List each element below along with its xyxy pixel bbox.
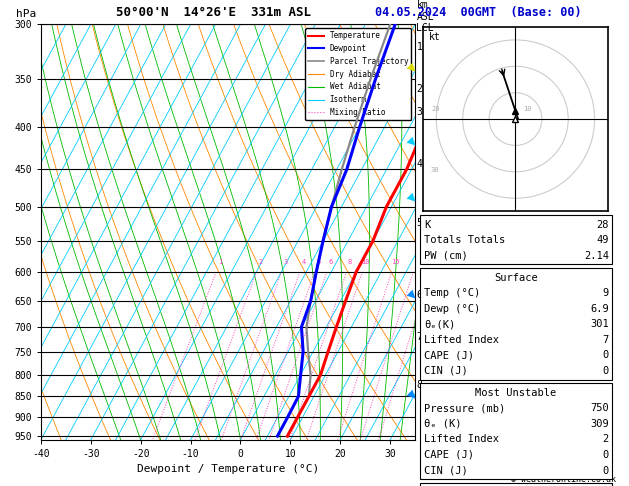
Text: 50°00'N  14°26'E  331m ASL: 50°00'N 14°26'E 331m ASL	[116, 6, 311, 18]
Text: Lifted Index: Lifted Index	[424, 335, 499, 345]
Text: 6.9: 6.9	[590, 304, 609, 313]
Text: 2: 2	[416, 85, 422, 94]
Text: 8: 8	[416, 380, 422, 390]
Text: 2.14: 2.14	[584, 251, 609, 260]
Text: hPa: hPa	[16, 9, 36, 19]
Text: CIN (J): CIN (J)	[424, 366, 468, 376]
Text: 10: 10	[362, 259, 370, 265]
Text: kt: kt	[428, 32, 440, 42]
Text: 0: 0	[603, 350, 609, 360]
Text: 309: 309	[590, 419, 609, 429]
Text: 750: 750	[590, 403, 609, 413]
Text: 4: 4	[416, 158, 422, 169]
Text: 5: 5	[316, 259, 320, 265]
Text: 20: 20	[431, 106, 440, 112]
Text: CIN (J): CIN (J)	[424, 466, 468, 475]
Text: Surface: Surface	[494, 273, 538, 282]
Text: 7: 7	[603, 335, 609, 345]
Legend: Temperature, Dewpoint, Parcel Trajectory, Dry Adiabat, Wet Adiabat, Isotherm, Mi: Temperature, Dewpoint, Parcel Trajectory…	[305, 28, 411, 120]
Text: LCL: LCL	[416, 23, 434, 33]
Text: 30: 30	[431, 167, 440, 173]
Text: Pressure (mb): Pressure (mb)	[424, 403, 505, 413]
Text: 5: 5	[416, 218, 422, 228]
Text: 4: 4	[301, 259, 306, 265]
Text: Totals Totals: Totals Totals	[424, 235, 505, 245]
Text: 10: 10	[523, 106, 532, 112]
Text: ▶: ▶	[406, 61, 418, 74]
Text: 3: 3	[416, 107, 422, 118]
Text: Dewp (°C): Dewp (°C)	[424, 304, 480, 313]
Text: 0: 0	[603, 450, 609, 460]
Text: ▶: ▶	[406, 389, 418, 401]
Text: © weatheronline.co.uk: © weatheronline.co.uk	[511, 474, 616, 484]
Text: PW (cm): PW (cm)	[424, 251, 468, 260]
Text: 7: 7	[416, 332, 422, 342]
Text: 0: 0	[603, 366, 609, 376]
Text: 8: 8	[348, 259, 352, 265]
Text: ▶: ▶	[406, 288, 418, 301]
Text: Most Unstable: Most Unstable	[476, 388, 557, 398]
Text: θₑ (K): θₑ (K)	[424, 419, 462, 429]
Text: 9: 9	[603, 288, 609, 298]
Text: CAPE (J): CAPE (J)	[424, 350, 474, 360]
Text: Mixing Ratio (g/kg): Mixing Ratio (g/kg)	[438, 226, 448, 338]
X-axis label: Dewpoint / Temperature (°C): Dewpoint / Temperature (°C)	[137, 465, 319, 474]
Text: ▶: ▶	[406, 136, 418, 149]
Text: 15: 15	[391, 259, 399, 265]
Text: K: K	[424, 220, 430, 229]
Text: 301: 301	[590, 319, 609, 329]
Text: 0: 0	[603, 466, 609, 475]
Text: 1: 1	[218, 259, 222, 265]
Text: 1: 1	[416, 42, 422, 52]
Text: Temp (°C): Temp (°C)	[424, 288, 480, 298]
Text: Lifted Index: Lifted Index	[424, 434, 499, 444]
Text: km
ASL: km ASL	[416, 0, 434, 22]
Text: 28: 28	[596, 220, 609, 229]
Text: 49: 49	[596, 235, 609, 245]
Text: 04.05.2024  00GMT  (Base: 00): 04.05.2024 00GMT (Base: 00)	[375, 6, 581, 18]
Text: 2: 2	[603, 434, 609, 444]
Text: 3: 3	[283, 259, 287, 265]
Text: 6: 6	[328, 259, 333, 265]
Text: 2: 2	[259, 259, 262, 265]
Text: θₑ(K): θₑ(K)	[424, 319, 455, 329]
Text: ▶: ▶	[406, 191, 418, 205]
Text: 6: 6	[416, 290, 422, 300]
Text: CAPE (J): CAPE (J)	[424, 450, 474, 460]
